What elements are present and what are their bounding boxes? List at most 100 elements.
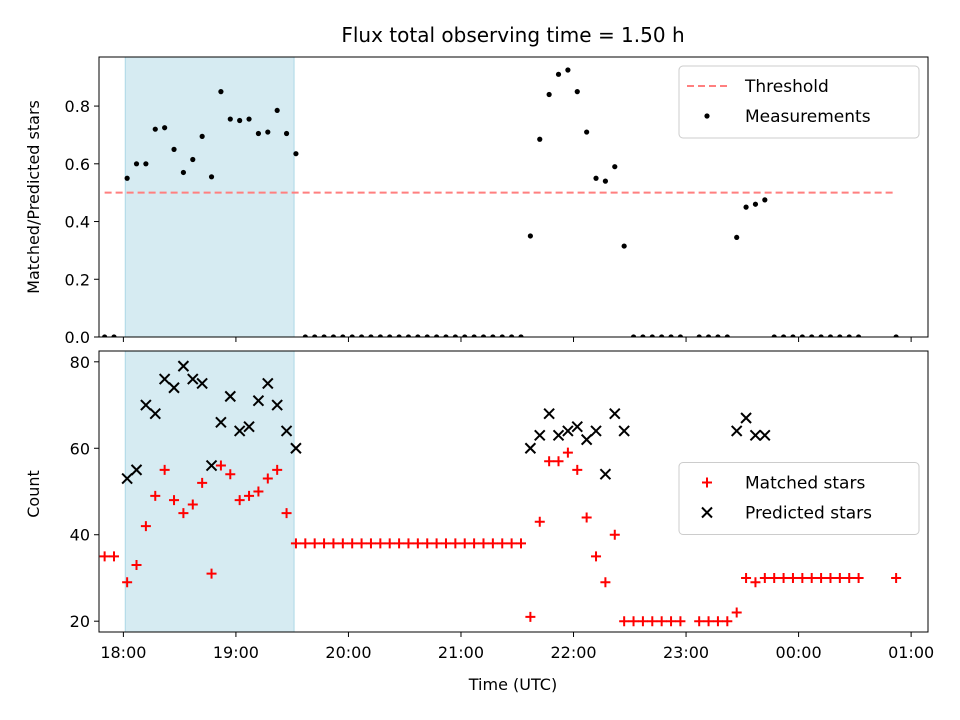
measurements-point — [405, 334, 412, 337]
shaded-region — [124, 56, 295, 338]
measurements-point — [705, 334, 712, 337]
measurements-point — [387, 334, 393, 337]
matched-stars-point — [319, 538, 330, 549]
legend-key-matched-stars — [702, 477, 712, 488]
matched-stars-point — [394, 538, 405, 549]
matched-stars-point — [759, 572, 770, 583]
matched-stars-point — [778, 572, 789, 583]
matched-stars-point — [384, 538, 395, 549]
matched-stars-point — [694, 616, 705, 627]
matched-stars-point — [440, 538, 451, 549]
measurements-point — [790, 334, 796, 337]
x-tick-label: 00:00 — [776, 643, 822, 662]
predicted-stars-point — [243, 420, 255, 433]
matched-stars-point — [769, 572, 780, 583]
legend: Matched stars Predicted stars — [678, 462, 920, 535]
measurements-point — [837, 334, 843, 337]
matched-stars-point — [244, 490, 255, 501]
measurements-point — [415, 334, 421, 337]
predicted-stars-point — [524, 442, 537, 454]
matched-stars-point — [703, 616, 714, 627]
matched-stars-point — [750, 577, 761, 588]
predicted-stars-point — [168, 382, 180, 394]
matched-stars-point — [572, 464, 583, 475]
matched-stars-point — [281, 508, 292, 519]
measurements-point — [102, 334, 108, 337]
matched-stars-point — [347, 538, 358, 549]
measurements-point — [612, 164, 618, 170]
legend-label-predicted-stars: Predicted stars — [745, 504, 872, 524]
matched-stars-point — [712, 616, 723, 627]
matched-stars-point — [403, 538, 414, 549]
matched-stars-point — [806, 572, 817, 583]
measurements-point — [593, 175, 599, 181]
matched-stars-point — [412, 538, 423, 549]
measurements-point — [499, 334, 505, 337]
measurements-point — [630, 334, 637, 337]
measurements-point — [780, 334, 787, 337]
measurements-point — [152, 126, 158, 132]
measurements-point — [255, 130, 262, 137]
measurements-point — [358, 334, 365, 337]
measurements-point — [893, 334, 899, 337]
matched-stars-point — [656, 616, 667, 627]
matched-stars-point — [187, 499, 198, 510]
top-y-axis-label: Matched/Predicted stars — [24, 100, 43, 294]
matched-stars-point — [131, 559, 142, 570]
matched-stars-point — [309, 538, 320, 549]
measurements-point — [809, 334, 815, 337]
measurements-point — [480, 334, 487, 337]
measurements-point — [640, 334, 646, 337]
measurements-point — [208, 174, 215, 180]
matched-stars-point — [225, 469, 236, 480]
predicted-stars-point — [740, 412, 752, 424]
matched-stars-point — [844, 572, 855, 583]
matched-stars-point — [534, 516, 545, 527]
matched-stars-point — [169, 495, 180, 506]
matched-stars-point — [581, 512, 592, 523]
predicted-stars-point — [205, 459, 218, 472]
measurements-point — [659, 334, 665, 337]
matched-stars-point — [600, 577, 611, 588]
measurements-point — [649, 334, 655, 337]
matched-stars-point — [337, 538, 348, 549]
y-tick-label: 80 — [70, 353, 90, 372]
measurements-point — [799, 334, 805, 337]
predicted-stars-point — [609, 407, 621, 420]
matched-stars-point — [553, 456, 564, 467]
predicted-stars-point — [271, 399, 283, 411]
panel-2: 20 40 60 80 18:00 19:00 20:00 21:00 22:00 23:00 00… — [70, 350, 934, 662]
predicted-stars-point — [262, 377, 274, 390]
x-tick-label: 01:00 — [888, 643, 934, 662]
measurements-point — [565, 67, 571, 73]
measurements-point — [752, 201, 759, 207]
measurements-point — [111, 334, 117, 337]
predicted-stars-point — [177, 360, 190, 372]
predicted-stars-point — [571, 420, 583, 433]
matched-stars-point — [272, 464, 283, 475]
x-tick-label: 22:00 — [550, 643, 596, 662]
predicted-stars-point — [149, 407, 161, 420]
matched-stars-point — [431, 538, 442, 549]
matched-stars-point — [300, 538, 311, 549]
chart-title: Flux total observing time = 1.50 h — [341, 23, 684, 47]
predicted-stars-point — [534, 429, 546, 442]
measurements-point — [518, 334, 524, 337]
x-tick-label: 18:00 — [100, 643, 146, 662]
matched-stars-point — [797, 572, 808, 583]
predicted-stars-point — [280, 425, 293, 437]
axes-frame — [98, 350, 929, 633]
matched-stars-point — [122, 577, 133, 588]
measurements-point — [443, 334, 449, 337]
predicted-stars-point — [224, 390, 236, 403]
predicted-stars-point — [580, 433, 593, 446]
measurements-point — [668, 334, 674, 337]
measurements-point — [452, 334, 458, 337]
measurements-point — [293, 151, 299, 157]
bottom-y-axis-label: Count — [24, 470, 43, 518]
y-tick-label: 40 — [70, 526, 90, 545]
measurements-point — [771, 334, 777, 337]
matched-stars-point — [422, 538, 433, 549]
measurements-point — [321, 334, 327, 337]
predicted-stars-point — [730, 425, 743, 437]
